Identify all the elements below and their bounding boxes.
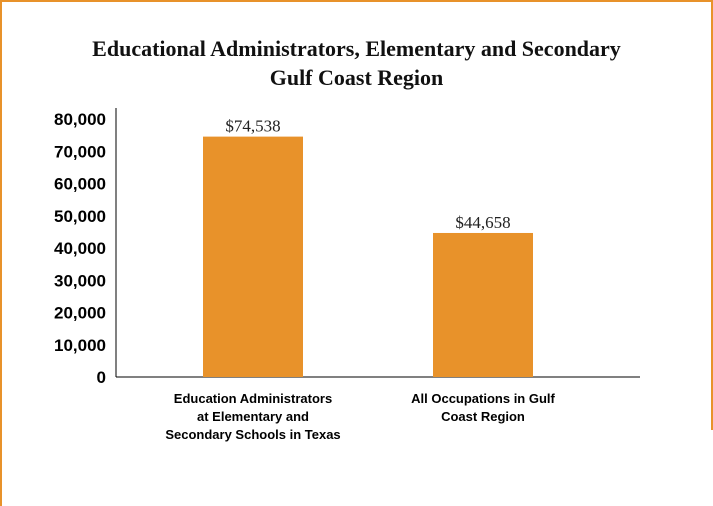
y-tick-label: 30,000 [54, 271, 106, 290]
y-tick-label: 0 [97, 368, 106, 387]
y-tick-label: 70,000 [54, 142, 106, 161]
bar [433, 233, 533, 377]
y-tick-label: 10,000 [54, 336, 106, 355]
x-category-label: at Elementary and [197, 409, 309, 424]
y-tick-label: 50,000 [54, 207, 106, 226]
data-label: $44,658 [455, 213, 510, 232]
y-tick-label: 80,000 [54, 110, 106, 129]
y-tick-label: 20,000 [54, 304, 106, 323]
x-category-label: Coast Region [441, 409, 525, 424]
y-tick-label: 40,000 [54, 239, 106, 258]
y-tick-label: 60,000 [54, 175, 106, 194]
x-category-label: Secondary Schools in Texas [165, 427, 340, 442]
x-category-label: Education Administrators [174, 391, 332, 406]
bar [203, 137, 303, 377]
x-category-label: All Occupations in Gulf [411, 391, 555, 406]
data-label: $74,538 [225, 117, 280, 136]
